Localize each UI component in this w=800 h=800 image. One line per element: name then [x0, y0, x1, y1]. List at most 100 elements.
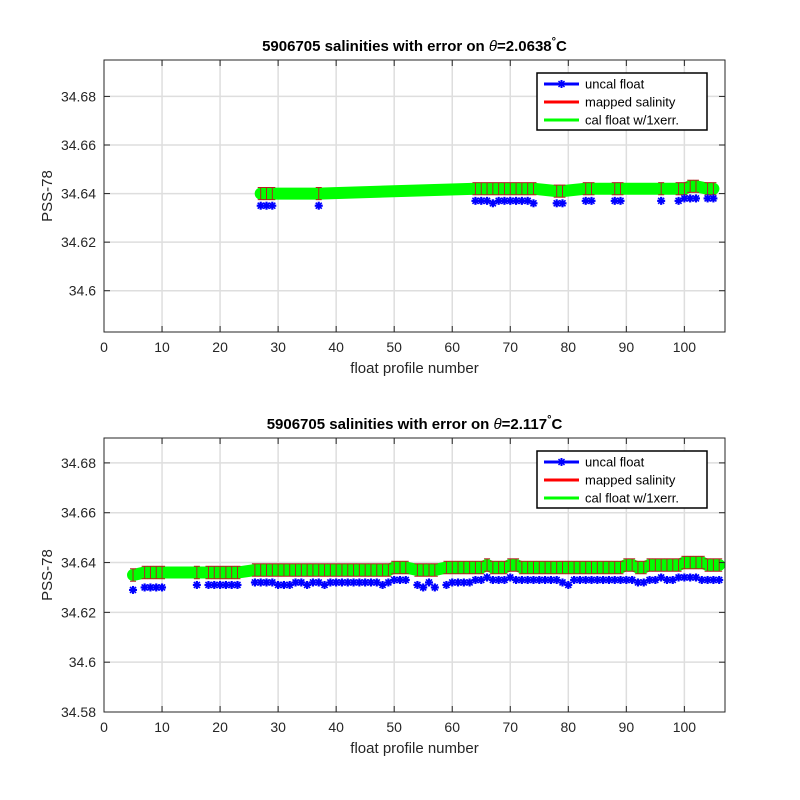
mapped-salinity-errorbar	[286, 563, 293, 577]
mapped-salinity-errorbar	[489, 182, 496, 196]
legend: uncal float mapped salinity cal float w/1x…	[536, 72, 708, 131]
uncal-float-point	[384, 578, 393, 587]
mapped-salinity-errorbar	[478, 182, 485, 196]
y-tick-label: 34.6	[69, 283, 96, 299]
x-tick-label: 80	[561, 719, 577, 735]
mapped-salinity-errorbar	[489, 560, 496, 575]
mapped-salinity-errorbar	[623, 558, 630, 572]
mapped-salinity-errorbar	[687, 179, 694, 193]
mapped-salinity-errorbar	[547, 560, 554, 575]
mapped-salinity-errorbar	[559, 184, 566, 198]
mapped-salinity-errorbar	[617, 560, 624, 575]
mapped-salinity-errorbar	[211, 565, 218, 580]
mapped-salinity-errorbar	[704, 558, 711, 572]
x-tick-label: 40	[328, 719, 344, 735]
title-value: =2.117	[502, 416, 547, 433]
mapped-salinity-errorbar	[675, 558, 682, 572]
mapped-salinity-errorbar	[141, 565, 148, 580]
uncal-float-point	[558, 199, 567, 208]
uncal-float-point	[657, 196, 666, 205]
mapped-salinity-errorbar	[257, 563, 264, 577]
mapped-salinity-errorbar	[356, 563, 363, 577]
y-axis-label: PSS-78	[39, 170, 56, 222]
x-tick-label: 10	[154, 339, 170, 355]
uncal-float-point	[529, 199, 538, 208]
legend-item: mapped salinity	[544, 95, 676, 110]
mapped-salinity-errorbar	[321, 563, 328, 577]
mapped-salinity-errorbar	[443, 560, 450, 575]
mapped-salinity-errorbar	[275, 563, 282, 577]
mapped-salinity-errorbar	[327, 563, 334, 577]
mapped-salinity-errorbar	[298, 563, 305, 577]
mapped-salinity-errorbar	[658, 182, 665, 196]
legend-item: cal float w/1xerr.	[544, 491, 679, 506]
mapped-salinity-errorbar	[588, 560, 595, 575]
uncal-float-point	[494, 575, 503, 584]
legend-label: mapped salinity	[585, 473, 676, 488]
mapped-salinity-errorbar	[420, 563, 427, 577]
title-theta: θ	[493, 416, 501, 433]
legend-item: mapped salinity	[544, 473, 676, 488]
mapped-salinity-errorbar	[304, 563, 311, 577]
mapped-salinity-errorbar	[362, 563, 369, 577]
uncal-float-point	[564, 580, 573, 589]
mapped-salinity-errorbar	[222, 565, 229, 580]
chart-title: 5906705 salinities with error on θ=2.117…	[267, 414, 563, 433]
mapped-salinity-errorbar	[373, 563, 380, 577]
uncal-float-point	[703, 575, 712, 584]
y-axis-label: PSS-78	[39, 549, 56, 601]
top-panel: 0 10 20 30 40 50 60 70 80 90 100 34.6 34.62 34.64 34.6…	[39, 36, 726, 377]
mapped-salinity-errorbar	[710, 558, 717, 572]
mapped-salinity-errorbar	[687, 555, 694, 570]
mapped-salinity-errorbar	[658, 558, 665, 572]
mapped-salinity-errorbar	[501, 182, 508, 196]
x-tick-label: 80	[561, 339, 577, 355]
x-tick-label: 30	[270, 719, 286, 735]
mapped-salinity-errorbar	[460, 560, 467, 575]
y-tick-label: 34.62	[61, 234, 96, 250]
mapped-salinity-errorbar	[426, 563, 433, 577]
mapped-salinity-errorbar	[193, 565, 200, 580]
uncal-float-point	[541, 575, 550, 584]
axes-box	[103, 437, 726, 713]
mapped-salinity-errorbar	[379, 563, 386, 577]
mapped-salinity-errorbar	[466, 560, 473, 575]
mapped-salinity-errorbar	[530, 182, 537, 196]
uncal-float-point	[587, 196, 596, 205]
y-tick-label: 34.68	[61, 88, 96, 104]
x-tick-label: 90	[619, 339, 635, 355]
data-layer	[254, 179, 720, 210]
title-deg: °	[547, 414, 551, 426]
mapped-salinity-errorbar	[257, 187, 264, 201]
uncal-float-point	[616, 575, 625, 584]
mapped-salinity-errorbar	[698, 555, 705, 570]
mapped-salinity-errorbar	[228, 565, 235, 580]
mapped-salinity-errorbar	[629, 558, 636, 572]
mapped-salinity-errorbar	[263, 563, 270, 577]
cal-float-segment	[312, 182, 482, 200]
mapped-salinity-errorbar	[611, 182, 618, 196]
mapped-salinity-errorbar	[130, 568, 137, 582]
mapped-salinity-errorbar	[716, 558, 723, 572]
legend-label: cal float w/1xerr.	[585, 491, 679, 506]
mapped-salinity-errorbar	[617, 182, 624, 196]
uncal-float-point	[332, 578, 341, 587]
uncal-float-point	[512, 196, 521, 205]
title-prefix: 5906705 salinities with error on	[262, 38, 489, 55]
x-tick-label: 50	[386, 339, 402, 355]
uncal-float-point	[268, 201, 277, 210]
y-tick-label: 34.64	[61, 186, 96, 202]
uncal-float-point	[454, 578, 463, 587]
mapped-salinity-errorbar	[333, 563, 340, 577]
mapped-salinity-errorbar	[530, 560, 537, 575]
x-tick-label: 100	[673, 719, 697, 735]
y-tick-label: 34.6	[69, 654, 96, 670]
mapped-salinity-errorbar	[582, 560, 589, 575]
x-tick-label: 50	[386, 719, 402, 735]
mapped-salinity-errorbar	[414, 563, 421, 577]
data-layer	[127, 555, 726, 594]
mapped-salinity-errorbar	[402, 560, 409, 575]
mapped-salinity-errorbar	[292, 563, 299, 577]
mapped-salinity-errorbar	[344, 563, 351, 577]
